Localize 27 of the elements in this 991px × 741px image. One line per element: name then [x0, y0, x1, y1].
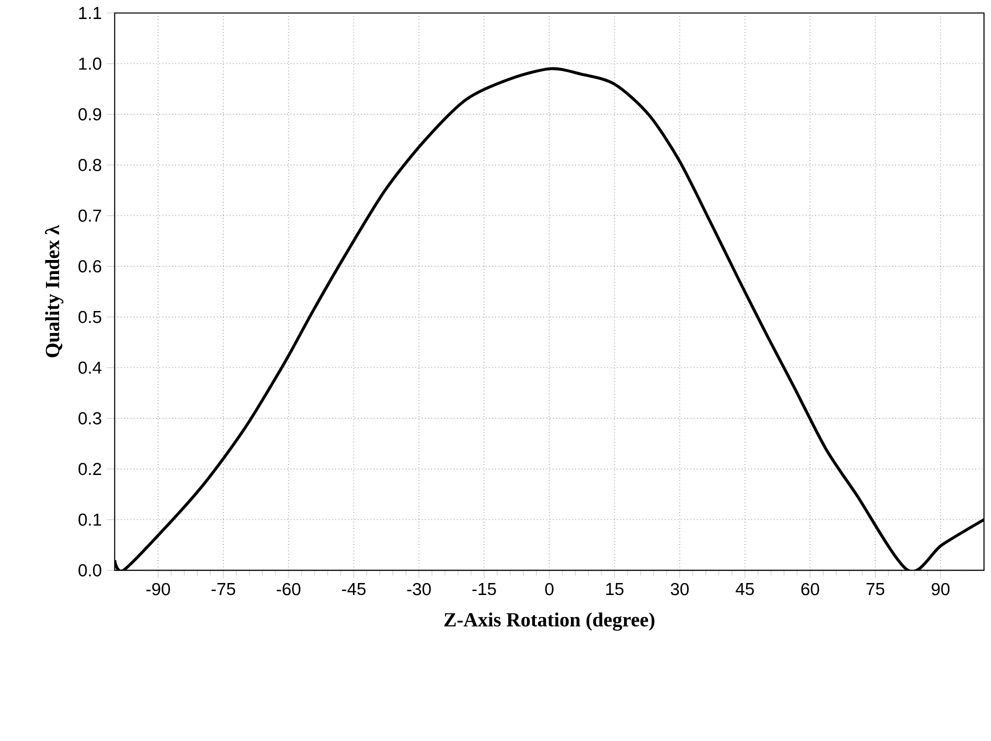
y-tick-label: 0.2	[78, 462, 102, 476]
x-tick-label: 60	[801, 583, 820, 596]
x-tick-label: 30	[670, 583, 689, 596]
y-tick-label: 0.5	[78, 310, 102, 324]
x-tick-label: -90	[146, 583, 170, 596]
y-tick-label: 0.1	[78, 514, 102, 526]
y-axis-title: Quality Index λ	[44, 225, 64, 358]
x-axis-title: Z-Axis Rotation (degree)	[444, 612, 654, 631]
x-tick-label: -15	[472, 583, 496, 596]
y-tick-label: 0.8	[78, 158, 102, 172]
x-tick-label: -60	[276, 583, 300, 596]
x-tick-label: -75	[212, 583, 236, 596]
x-tick-label: 75	[866, 583, 884, 596]
x-tick-label: 15	[606, 583, 624, 596]
x-tick-label: 90	[932, 583, 950, 596]
x-tick-label: 0	[545, 583, 554, 596]
x-tick-label: -45	[342, 583, 366, 596]
y-tick-label: 1.1	[79, 7, 102, 19]
y-tick-label: 0.6	[78, 260, 102, 272]
y-tick-label: 0.9	[78, 108, 102, 120]
x-tick-label: 45	[736, 583, 754, 596]
y-tick-label: 0.0	[78, 564, 102, 576]
x-tick-label: -30	[407, 583, 431, 596]
y-tick-label: 0.4	[78, 362, 102, 374]
y-tick-label: 0.7	[78, 210, 102, 222]
y-tick-label: 1.0	[79, 58, 102, 70]
y-tick-label: 0.3	[78, 412, 102, 424]
